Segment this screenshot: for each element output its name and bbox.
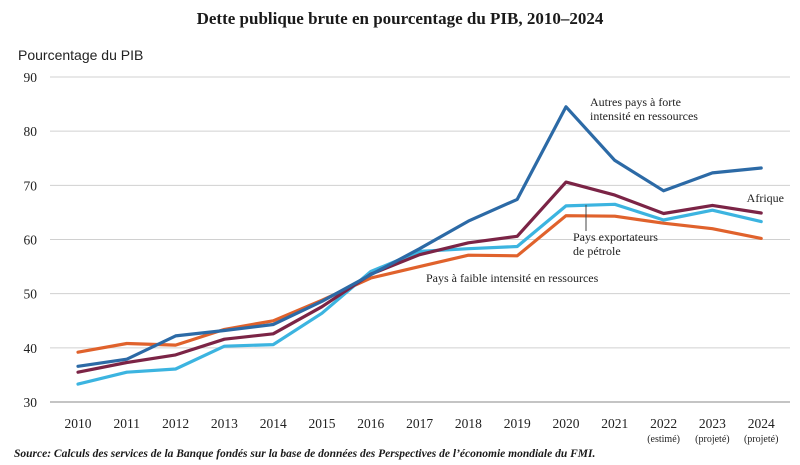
y-tick-label: 80 <box>24 124 38 139</box>
y-tick-label: 40 <box>24 341 38 356</box>
x-tick-label: 2020 <box>553 416 580 431</box>
x-tick-label: 2021 <box>601 416 628 431</box>
x-tick-label: 2017 <box>406 416 433 431</box>
y-axis-label: Pourcentage du PIB <box>18 47 143 63</box>
x-tick-label: 2016 <box>357 416 384 431</box>
y-axis-ticks: 30 40 50 60 70 80 90 <box>24 70 38 410</box>
y-tick-label: 60 <box>24 233 38 248</box>
x-tick-sublabel: (projeté) <box>744 434 778 445</box>
x-tick-label: 2012 <box>162 416 189 431</box>
series-annotation: Pays exportateurs <box>573 230 658 244</box>
x-tick-label: 2015 <box>309 416 336 431</box>
x-tick-sublabel: (estimé) <box>647 434 680 445</box>
series-line <box>76 214 763 354</box>
x-axis-ticks: 2010 2011 2012 2013 2014 2015 2016 2017 2018 2019… <box>65 416 779 445</box>
series-line <box>76 180 763 374</box>
x-tick-label: 2014 <box>260 416 287 431</box>
series-annotation: de pétrole <box>573 244 621 258</box>
series-annotation: Autres pays à forte <box>590 95 681 109</box>
source-note: Source: Calculs des services de la Banqu… <box>14 448 595 460</box>
x-tick-label: 2011 <box>114 416 141 431</box>
x-tick-label: 2023 <box>699 416 726 431</box>
x-tick-label: 2019 <box>504 416 531 431</box>
x-tick-label: 2013 <box>211 416 238 431</box>
y-tick-label: 70 <box>24 178 38 193</box>
series-lines <box>76 105 763 386</box>
series-line <box>76 105 763 368</box>
chart-title: Dette publique brute en pourcentage du P… <box>197 9 604 28</box>
y-tick-label: 50 <box>24 287 38 302</box>
gridlines <box>50 76 790 403</box>
x-tick-label: 2022 <box>650 416 677 431</box>
x-tick-label: 2010 <box>65 416 92 431</box>
y-tick-label: 90 <box>24 70 38 85</box>
series-annotation: Afrique <box>747 191 784 205</box>
series-annotation: Pays à faible intensité en ressources <box>426 271 599 285</box>
series-line <box>76 202 763 386</box>
y-tick-label: 30 <box>24 395 38 410</box>
x-tick-sublabel: (projeté) <box>695 434 729 445</box>
x-tick-label: 2018 <box>455 416 482 431</box>
x-tick-label: 2024 <box>748 416 775 431</box>
series-annotation: intensité en ressources <box>590 109 698 123</box>
